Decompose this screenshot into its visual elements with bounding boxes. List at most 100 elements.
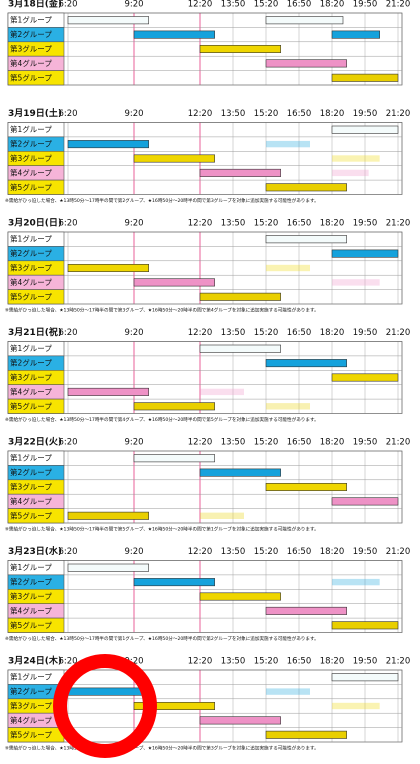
time-label: 6:20	[58, 438, 77, 448]
group-label: 第2グループ	[10, 686, 52, 696]
group-cell	[7, 179, 65, 195]
time-label: 21:20	[386, 657, 411, 667]
outage-bar	[199, 716, 281, 725]
time-label: 6:20	[58, 0, 77, 10]
outage-bar	[67, 140, 149, 149]
time-label: 18:20	[320, 109, 345, 119]
group-label: 第1グループ	[10, 453, 52, 463]
group-label: 第5グループ	[10, 729, 52, 739]
outage-bar	[265, 183, 347, 192]
time-label: 13:50	[221, 109, 246, 119]
group-label: 第1グループ	[10, 15, 52, 25]
highlight-circle	[53, 654, 157, 758]
group-label: 第2グループ	[10, 29, 52, 39]
group-cell	[7, 289, 65, 305]
group-label: 第1グループ	[10, 234, 52, 244]
time-label: 21:20	[386, 547, 411, 557]
time-label: 16:50	[287, 109, 312, 119]
outage-bar	[265, 16, 344, 25]
outage-bar	[199, 292, 281, 301]
group-cell	[7, 508, 65, 524]
possible-bar	[332, 578, 380, 586]
time-label: 19:50	[353, 328, 378, 338]
day-date: 3月24日(木)	[8, 655, 62, 667]
time-label: 16:50	[287, 0, 312, 10]
time-label: 15:20	[254, 328, 279, 338]
outage-bar	[265, 59, 347, 68]
possible-bar	[332, 169, 369, 177]
possible-bar	[332, 279, 380, 286]
group-label: 第3グループ	[10, 44, 52, 54]
outage-bar	[331, 249, 399, 258]
outage-bar	[67, 263, 149, 272]
day-date: 3月23日(水)	[8, 545, 62, 557]
outage-bar	[67, 16, 149, 25]
time-label: 15:20	[254, 109, 279, 119]
possible-bar	[332, 155, 380, 162]
outage-bar	[331, 125, 399, 134]
time-label: 12:20	[188, 438, 213, 448]
possible-bar	[266, 688, 310, 695]
group-label: 第5グループ	[10, 291, 52, 301]
group-label: 第5グループ	[10, 182, 52, 192]
time-label: 18:20	[320, 657, 345, 667]
group-label: 第3グループ	[10, 263, 52, 273]
time-label: 19:50	[353, 109, 378, 119]
time-label: 13:50	[221, 547, 246, 557]
time-label: 15:20	[254, 219, 279, 229]
time-label: 19:50	[353, 219, 378, 229]
day-date: 3月22日(火)	[8, 437, 62, 448]
time-label: 13:50	[221, 328, 246, 338]
time-label: 6:20	[58, 657, 77, 667]
group-label: 第1グループ	[10, 672, 52, 682]
day-date: 3月21日(祝)	[8, 326, 62, 338]
group-label: 第4グループ	[10, 496, 52, 506]
outage-bar	[67, 511, 149, 520]
outage-bar	[331, 497, 399, 506]
time-label: 19:50	[353, 438, 378, 448]
day-date: 3月20日(日)	[8, 218, 62, 229]
time-label: 6:20	[58, 547, 77, 557]
time-label: 18:20	[320, 438, 345, 448]
possible-bar	[266, 264, 310, 272]
group-label: 第2グループ	[10, 139, 52, 149]
time-label: 9:20	[124, 0, 143, 10]
outage-bar	[331, 373, 399, 382]
time-label: 13:50	[221, 438, 246, 448]
footnote: ※需給がひっ迫した場合、★13時50分～17時半の間で第2グループ、★16時50…	[5, 745, 319, 752]
day-date: 3月19日(土)	[8, 107, 62, 119]
outage-bar	[199, 344, 281, 353]
time-label: 6:20	[58, 219, 77, 229]
group-label: 第4グループ	[10, 715, 52, 725]
outage-bar	[265, 235, 347, 244]
group-label: 第4グループ	[10, 277, 52, 287]
possible-bar	[266, 140, 310, 148]
time-label: 18:20	[320, 547, 345, 557]
footnote: ※需給がひっ迫した場合、★13時50分～17時半の間で第5グループ、★16時50…	[5, 526, 319, 533]
time-label: 21:20	[386, 0, 411, 10]
time-label: 9:20	[124, 328, 143, 338]
footnote: ※需給がひっ迫した場合、★13時50分～17時半の間で第2グループ、★16時50…	[5, 197, 319, 204]
time-label: 15:20	[254, 657, 279, 667]
time-label: 13:50	[221, 0, 246, 10]
time-label: 12:20	[188, 547, 213, 557]
group-label: 第2グループ	[10, 467, 52, 477]
group-label: 第5グループ	[10, 72, 52, 82]
group-label: 第3グループ	[10, 372, 52, 382]
group-label: 第5グループ	[10, 510, 52, 520]
outage-bar	[265, 606, 347, 615]
day-date: 3月18日(金)	[8, 0, 62, 10]
time-label: 21:20	[386, 438, 411, 448]
outage-bar	[133, 578, 215, 587]
outage-bar	[265, 482, 347, 491]
group-label: 第3グループ	[10, 701, 52, 711]
time-label: 12:20	[188, 109, 213, 119]
outage-bar	[133, 278, 215, 287]
outage-bar	[331, 673, 399, 682]
time-label: 6:20	[58, 109, 77, 119]
time-label: 12:20	[188, 219, 213, 229]
outage-bar	[199, 592, 281, 601]
outage-bar	[133, 701, 215, 710]
time-label: 21:20	[386, 219, 411, 229]
